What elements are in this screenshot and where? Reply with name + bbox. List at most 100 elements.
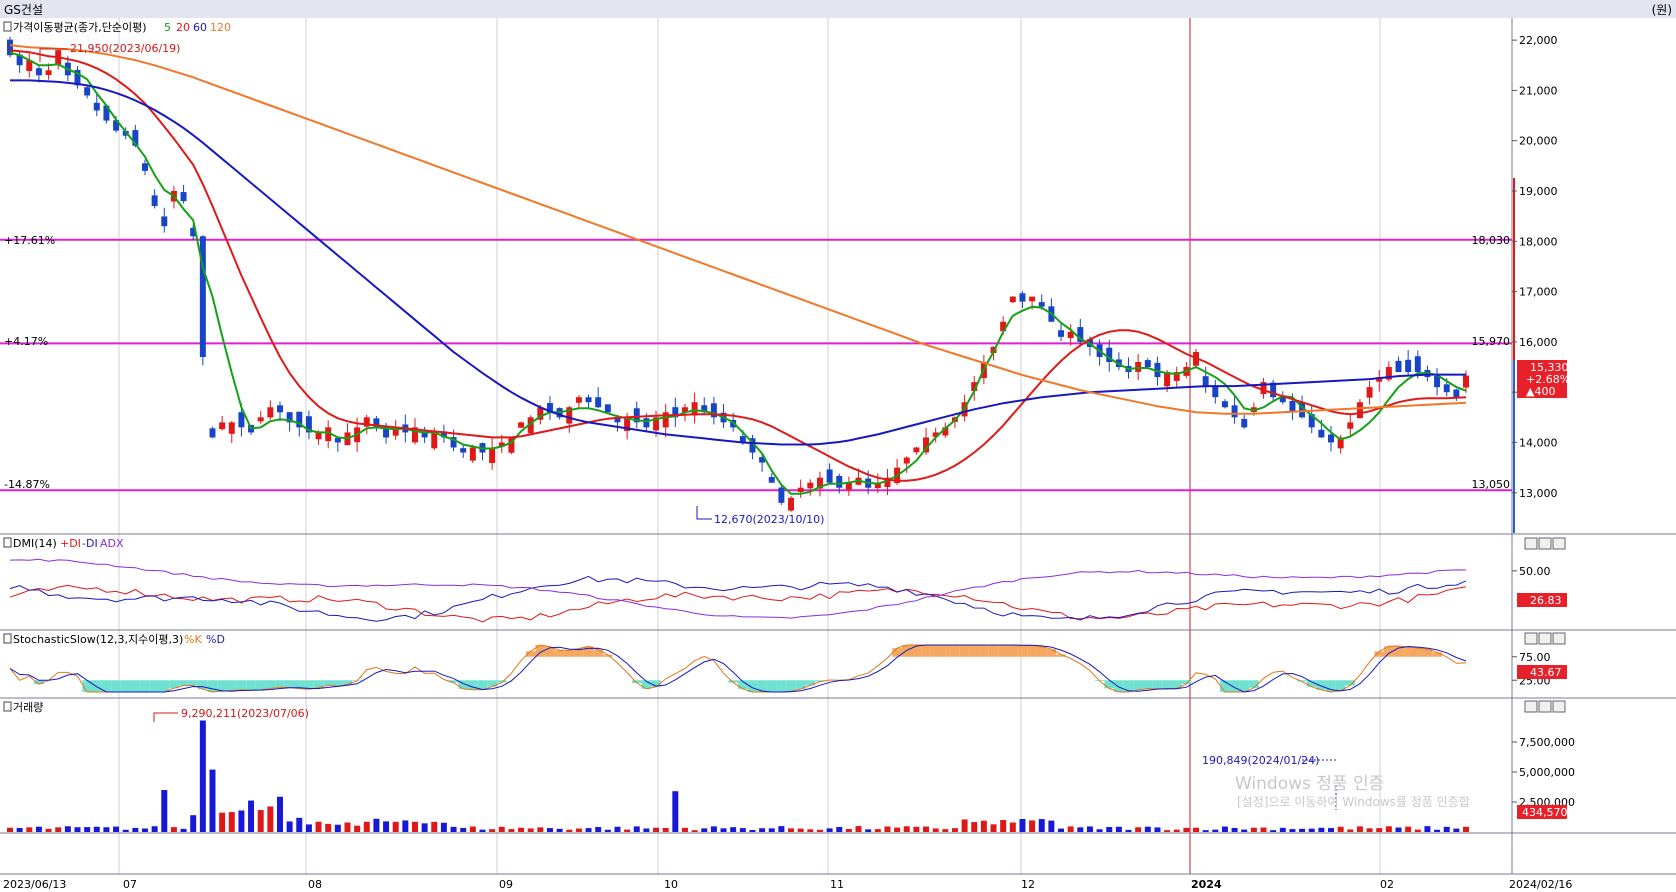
volume-bar — [951, 828, 958, 832]
volume-bar — [1366, 828, 1373, 832]
dmi-plus-label: +DI — [60, 537, 81, 550]
candle-body — [1279, 395, 1286, 403]
candle-body — [286, 412, 293, 423]
stoch-oversold-fill — [458, 680, 469, 689]
stoch-oversold-fill — [728, 680, 738, 683]
candle-body — [460, 448, 467, 453]
stoch-line-1 — [9, 644, 1467, 693]
volume-bar — [132, 827, 139, 832]
candle-body — [508, 437, 515, 453]
price-panel-title: 가격이동평균(종가,단순이평) — [13, 21, 147, 34]
volume-max-label: 9,290,211(2023/07/06) — [181, 707, 309, 720]
stoch-oversold-fill — [217, 680, 227, 692]
low-label: 12,670(2023/10/10) — [714, 513, 824, 526]
stoch-oversold-fill — [795, 680, 806, 689]
dmi-panel-buttons[interactable] — [1524, 537, 1566, 550]
candle-body — [1144, 360, 1151, 368]
stoch-overbought-fill — [930, 645, 941, 657]
dmi-last-value: 26.83 — [1530, 594, 1562, 607]
stoch-oversold-fill — [1335, 680, 1346, 691]
candle-body — [537, 407, 544, 420]
volume-bar — [1376, 828, 1383, 832]
volume-bar — [411, 821, 418, 832]
candle-body — [518, 422, 525, 428]
stoch-overbought-fill — [574, 648, 584, 657]
volume-bar — [1318, 827, 1325, 832]
candle-body — [1299, 402, 1306, 418]
volume-bar — [518, 827, 525, 832]
level-pct-2: +4.17% — [4, 335, 48, 348]
moving-average-60 — [10, 79, 1466, 446]
stoch-oversold-fill — [265, 680, 276, 689]
high-annotation: 21,950(2023/06/19) — [39, 42, 180, 62]
stoch-oversold-fill — [207, 680, 218, 692]
low-annotation: 12,670(2023/10/10) — [696, 506, 824, 526]
candle-body — [363, 417, 370, 427]
candle-body — [1202, 376, 1209, 388]
dmi-last-value-box: 26.83 — [1517, 593, 1567, 607]
volume-bar — [440, 822, 447, 832]
current-price-box: 15,330 +2.68% ▲400 — [1517, 360, 1570, 398]
candle-body — [710, 403, 717, 418]
candle-body — [334, 438, 341, 443]
volume-bar — [286, 821, 293, 832]
stoch-oversold-fill — [477, 680, 488, 690]
volume-bar — [923, 826, 930, 832]
volume-bar — [865, 829, 872, 832]
candle-body — [180, 192, 187, 202]
candle-body — [383, 426, 390, 438]
candle-body — [93, 102, 100, 111]
stoch-oversold-fill — [140, 680, 150, 692]
candle-body — [151, 195, 158, 207]
volume-bar — [1125, 829, 1132, 832]
candle-body — [1241, 418, 1248, 428]
volume-bar — [392, 821, 399, 832]
stoch-panel-buttons[interactable] — [1524, 632, 1566, 645]
volume-bar — [1231, 827, 1238, 832]
volume-bar — [1221, 826, 1228, 832]
candle-body — [1356, 402, 1363, 419]
stoch-oversold-fill — [815, 680, 825, 682]
volume-bar — [1356, 826, 1363, 832]
volume-bar — [103, 827, 110, 832]
stoch-overbought-fill — [959, 645, 970, 657]
candle-body — [633, 408, 640, 423]
volume-bar — [1164, 830, 1171, 832]
stoch-overbought-fill — [969, 645, 980, 657]
panel-borders — [0, 18, 1676, 875]
stoch-overbought-fill — [1393, 646, 1404, 657]
x-label-07: 07 — [123, 878, 137, 891]
volume-tick-label: 5,000,000 — [1519, 766, 1575, 779]
volume-last-value-box: 434,570 — [1517, 805, 1568, 819]
stoch-oversold-fill — [1133, 680, 1143, 690]
volume-bar — [55, 827, 62, 832]
stoch-overbought-fill — [1422, 649, 1433, 657]
volume-bar — [1395, 827, 1402, 832]
volume-bar — [894, 827, 901, 832]
volume-bar — [527, 828, 534, 832]
volume-bar — [1241, 829, 1248, 832]
stoch-overbought-fill — [1027, 645, 1037, 657]
volume-panel-buttons[interactable] — [1524, 700, 1566, 713]
volume-bar — [624, 829, 631, 832]
stoch-oversold-fill — [111, 680, 121, 692]
volume-bar — [122, 829, 129, 832]
volume-bar — [1453, 828, 1460, 832]
volume-bar — [305, 824, 312, 832]
stoch-oversold-fill — [1306, 680, 1317, 687]
volume-bar — [219, 812, 226, 832]
volume-bar — [1279, 827, 1286, 832]
stoch-oversold-fill — [304, 680, 314, 690]
volume-bar — [681, 827, 688, 832]
candle-body — [1337, 437, 1344, 449]
candle-body — [1231, 405, 1238, 418]
stoch-overbought-fill — [1412, 648, 1423, 657]
candle-body — [585, 397, 592, 403]
volume-bar — [1289, 829, 1296, 832]
volume-bar — [315, 821, 322, 832]
candle-body — [35, 68, 42, 76]
volume-tick-label: 7,500,000 — [1519, 736, 1575, 749]
candle-body — [749, 438, 756, 453]
stoch-overbought-fill — [554, 650, 565, 657]
